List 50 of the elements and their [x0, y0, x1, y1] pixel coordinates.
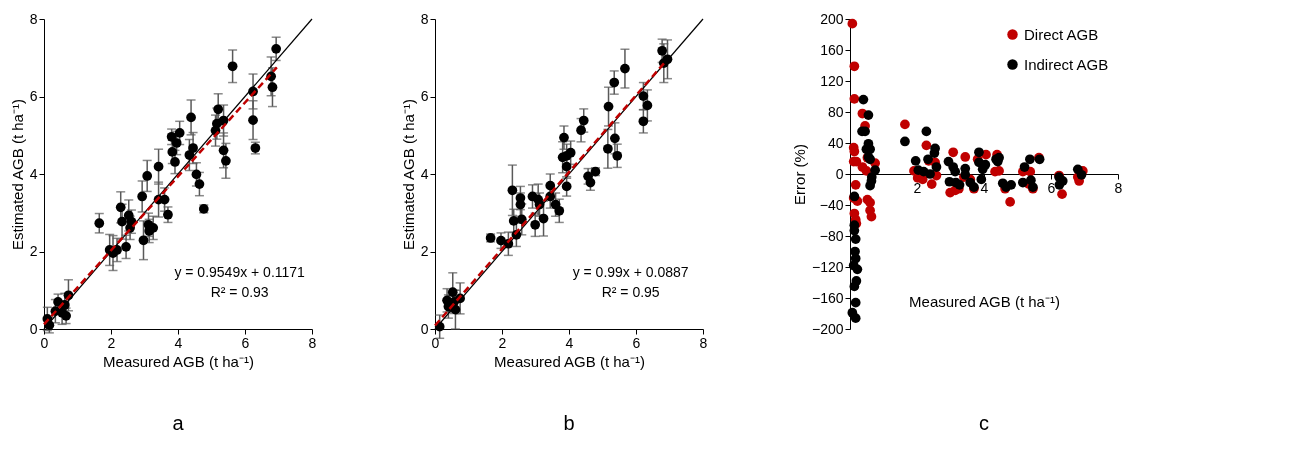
- x-tick-label: 6: [632, 334, 641, 351]
- x-tick-label: 6: [1047, 179, 1056, 196]
- legend-label: Indirect AGB: [1024, 55, 1109, 73]
- y-tick-label: −200: [811, 320, 844, 337]
- y-tick-label: 8: [29, 10, 38, 27]
- y-tick-label: 2: [29, 243, 38, 259]
- x-tick-label: 6: [241, 334, 250, 351]
- x-tick-label: 2: [107, 334, 116, 351]
- x-tick-label: 0: [40, 334, 49, 351]
- x-tick-label: 8: [699, 334, 708, 351]
- annotation: R² = 0.95: [601, 284, 660, 301]
- y-tick-label: 4: [420, 165, 429, 182]
- y-tick-label: 0: [420, 320, 429, 337]
- y-tick-label: 0: [835, 165, 844, 182]
- x-axis-title: Measured AGB (t ha⁻¹): [909, 293, 1060, 311]
- annotation: y = 0.9549x + 0.1171: [174, 264, 306, 281]
- legend-label: Direct AGB: [1024, 25, 1099, 43]
- x-tick-label: 0: [431, 334, 440, 351]
- y-axis-title: Error (%): [790, 144, 808, 205]
- text: a: [172, 412, 185, 434]
- annotation: R² = 0.93: [210, 284, 269, 301]
- x-tick-label: 4: [174, 334, 183, 351]
- y-axis-title: Estimated AGB (t ha⁻¹): [8, 99, 26, 250]
- y-tick-label: 200: [820, 10, 844, 27]
- y-tick-label: −120: [811, 258, 844, 275]
- y-tick-label: 8: [420, 10, 429, 27]
- y-tick-label: −160: [811, 289, 844, 306]
- x-axis-title: Measured AGB (t ha⁻¹): [103, 352, 254, 370]
- x-tick-label: 4: [980, 179, 989, 196]
- x-tick-label: 8: [308, 334, 317, 351]
- x-tick-label: 8: [1114, 179, 1123, 196]
- y-tick-label: 120: [820, 72, 844, 89]
- x-tick-label: 2: [498, 334, 507, 351]
- y-tick-label: 0: [29, 320, 38, 337]
- text: c: [979, 412, 989, 434]
- y-tick-label: 160: [820, 41, 844, 58]
- y-tick-label: 4: [29, 165, 38, 182]
- y-tick-label: −40: [819, 196, 844, 213]
- x-tick-label: 4: [565, 334, 574, 351]
- y-tick-label: −80: [819, 227, 844, 244]
- x-tick-label: 2: [913, 179, 922, 196]
- text: b: [563, 412, 575, 434]
- y-tick-label: 40: [827, 134, 844, 151]
- annotation: y = 0.99x + 0.0887: [572, 264, 689, 281]
- y-tick-label: 80: [827, 103, 844, 120]
- y-axis-title: Estimated AGB (t ha⁻¹): [399, 99, 417, 250]
- x-axis-title: Measured AGB (t ha⁻¹): [494, 352, 645, 370]
- y-tick-label: 6: [420, 88, 429, 104]
- y-tick-label: 2: [420, 243, 429, 259]
- y-tick-label: 6: [29, 88, 38, 104]
